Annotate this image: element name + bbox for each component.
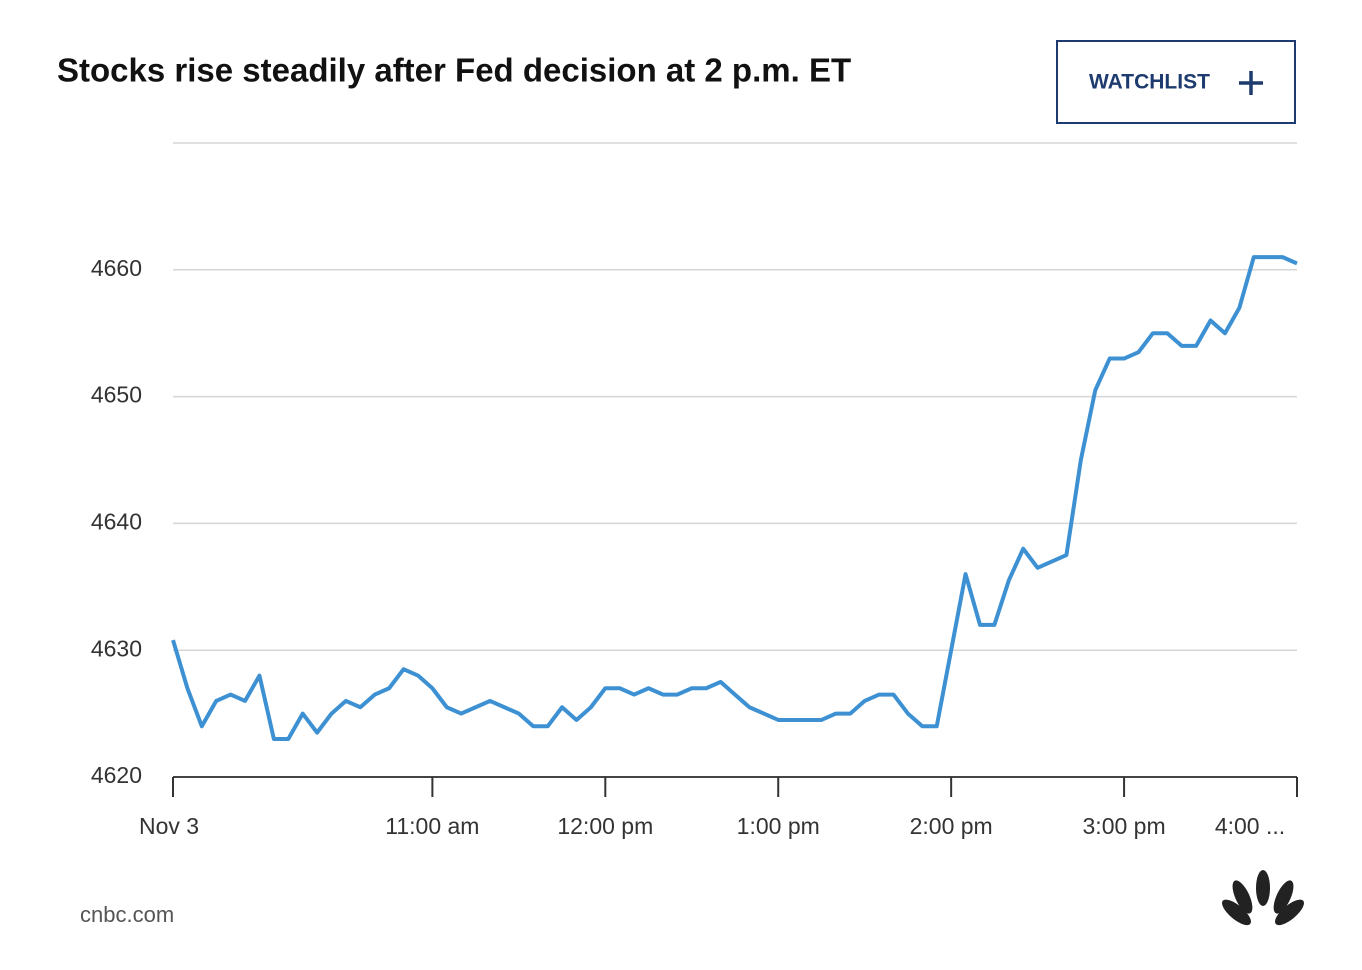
x-tick-label: 12:00 pm: [557, 813, 653, 839]
source: cnbc.com: [80, 902, 174, 927]
y-tick-label: 4660: [91, 255, 142, 281]
price-line: [171, 255, 1298, 741]
logo: [1222, 870, 1304, 926]
x-tick-label: 4:00 ...: [1215, 813, 1285, 839]
y-tick-label: 4640: [91, 508, 142, 534]
y-tick-label: 4650: [91, 382, 142, 408]
watchlist-button[interactable]: WATCHLIST: [1056, 40, 1296, 124]
plus-icon[interactable]: [1239, 71, 1263, 95]
y-tick-label: 4620: [91, 762, 142, 788]
button-label[interactable]: WATCHLIST: [1089, 71, 1210, 94]
x-tick-label: 1:00 pm: [737, 813, 820, 839]
chart-title: Stocks rise steadily after Fed decision …: [57, 52, 851, 89]
x-tick-label: 2:00 pm: [910, 813, 993, 839]
x-tick-label: Nov 3: [139, 813, 199, 839]
y-tick-label: 4630: [91, 635, 142, 661]
x-tick-label: 11:00 am: [385, 813, 479, 839]
x-tick-label: 3:00 pm: [1083, 813, 1166, 839]
